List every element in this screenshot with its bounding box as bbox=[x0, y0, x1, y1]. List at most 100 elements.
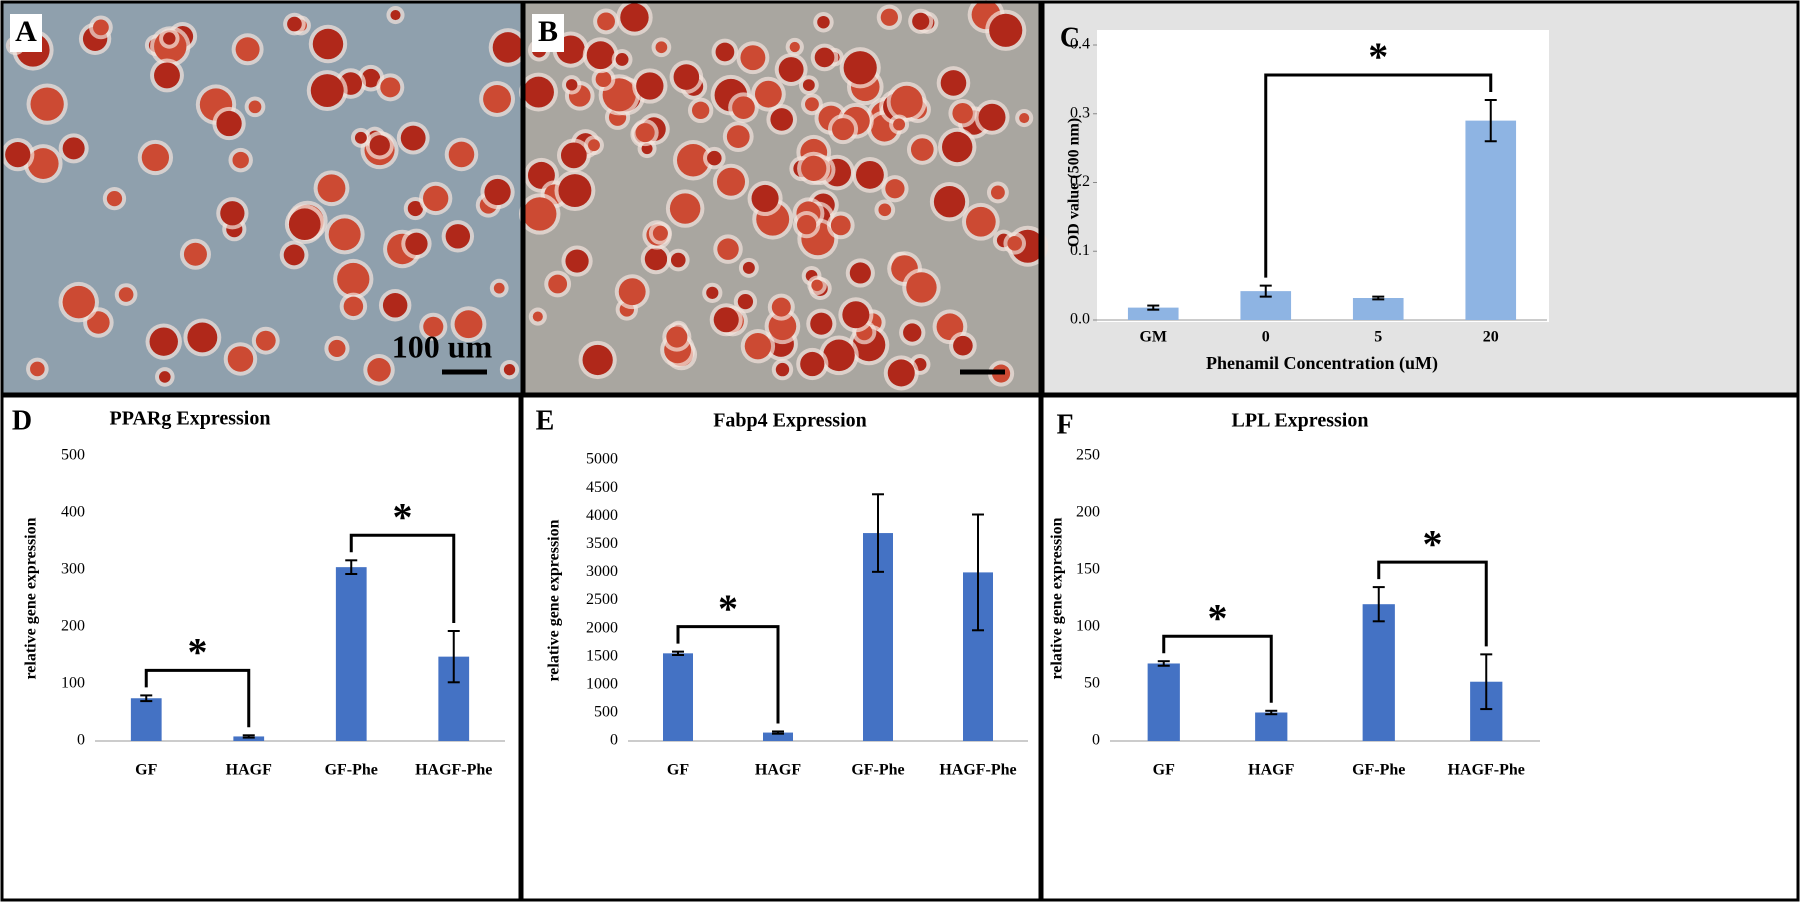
error-bar bbox=[1265, 709, 1278, 716]
cell bbox=[912, 12, 930, 30]
cell bbox=[154, 62, 180, 89]
cell bbox=[817, 15, 830, 29]
cell bbox=[676, 144, 710, 177]
cell bbox=[588, 139, 600, 152]
error-bar bbox=[1484, 99, 1497, 143]
y-tick-label: 1500 bbox=[586, 647, 618, 664]
cell bbox=[989, 13, 1023, 47]
panel-label: F bbox=[1056, 409, 1073, 440]
y-tick-label: 4000 bbox=[586, 507, 618, 524]
panel-label-bg bbox=[10, 14, 42, 52]
panel-label: E bbox=[536, 405, 555, 436]
y-tick-label: 0.2 bbox=[1070, 173, 1090, 190]
cell bbox=[990, 185, 1005, 200]
cell bbox=[448, 141, 475, 168]
cell bbox=[940, 70, 967, 96]
x-tick-label: HAGF-Phe bbox=[415, 762, 492, 779]
x-tick-label: HAGF bbox=[755, 762, 801, 779]
panel-border bbox=[1040, 394, 1800, 902]
scale-text: 100 um bbox=[392, 328, 493, 364]
y-tick-label: 0.0 bbox=[1070, 311, 1090, 328]
cell bbox=[183, 242, 207, 266]
cell bbox=[400, 125, 426, 151]
y-tick-label: 3000 bbox=[586, 563, 618, 580]
cell bbox=[227, 346, 254, 372]
cell bbox=[248, 100, 262, 114]
cell bbox=[382, 293, 408, 318]
y-tick-label: 500 bbox=[594, 704, 618, 721]
cell bbox=[288, 208, 321, 241]
x-tick-label: HAGF bbox=[226, 762, 272, 779]
y-tick-label: 5000 bbox=[586, 451, 618, 468]
cell bbox=[669, 193, 701, 224]
error-bar bbox=[1480, 653, 1493, 711]
x-tick-label: HAGF-Phe bbox=[1448, 762, 1525, 779]
cell bbox=[768, 312, 797, 341]
error-bar bbox=[1372, 586, 1385, 623]
cell bbox=[652, 225, 668, 241]
cell bbox=[620, 3, 649, 32]
panel-label-bg bbox=[532, 14, 564, 52]
y-tick-label: 0.4 bbox=[1070, 36, 1090, 53]
cell bbox=[830, 215, 851, 236]
y-tick-label: 4500 bbox=[586, 479, 618, 496]
cell bbox=[965, 206, 996, 237]
cell bbox=[27, 148, 59, 179]
cell bbox=[503, 364, 516, 376]
error-bar bbox=[242, 734, 255, 739]
cell bbox=[343, 296, 364, 317]
cell bbox=[673, 64, 700, 90]
y-tick-label: 0 bbox=[77, 732, 85, 749]
y-tick-label: 50 bbox=[1084, 675, 1100, 692]
cell bbox=[118, 287, 134, 302]
cell bbox=[726, 125, 750, 149]
cell bbox=[978, 103, 1006, 131]
cell bbox=[159, 371, 171, 383]
cell bbox=[717, 238, 739, 260]
cell bbox=[942, 131, 973, 163]
cell bbox=[831, 118, 855, 141]
cell bbox=[655, 41, 668, 54]
cell bbox=[742, 261, 755, 274]
cell bbox=[369, 135, 390, 156]
cell bbox=[635, 123, 655, 143]
y-axis-label: OD value (500 nm) bbox=[1066, 118, 1083, 247]
significance-bracket bbox=[1162, 634, 1273, 703]
y-axis-label: relative gene expression bbox=[23, 517, 40, 679]
cell bbox=[771, 297, 791, 317]
cell bbox=[62, 285, 95, 319]
cell bbox=[255, 330, 276, 351]
bar bbox=[1352, 298, 1404, 320]
significance-mark: * bbox=[1368, 34, 1388, 79]
cell bbox=[597, 12, 615, 31]
error-bar bbox=[447, 629, 460, 684]
cell bbox=[5, 141, 31, 168]
bar bbox=[763, 732, 793, 741]
x-tick-label: GF-Phe bbox=[1352, 762, 1405, 779]
x-tick-label: 0 bbox=[1262, 329, 1270, 346]
cell bbox=[532, 311, 543, 322]
panel-label: C bbox=[1060, 22, 1080, 53]
cell bbox=[337, 262, 370, 296]
cell bbox=[62, 137, 85, 160]
y-tick-label: 400 bbox=[61, 504, 85, 521]
cell bbox=[952, 102, 973, 124]
bar bbox=[1362, 604, 1395, 741]
cell bbox=[317, 174, 346, 203]
cell bbox=[558, 174, 592, 208]
bar bbox=[335, 567, 367, 741]
significance-bracket bbox=[1377, 560, 1488, 647]
cell bbox=[187, 322, 218, 353]
significance-mark: * bbox=[393, 494, 413, 539]
significance-mark: * bbox=[1423, 521, 1443, 566]
y-tick-label: 0.1 bbox=[1070, 242, 1090, 259]
cell bbox=[737, 293, 754, 310]
cell bbox=[565, 79, 578, 91]
cell bbox=[744, 333, 772, 360]
cell bbox=[361, 68, 381, 88]
x-tick-label: GF-Phe bbox=[325, 762, 378, 779]
y-tick-label: 200 bbox=[1076, 504, 1100, 521]
significance-bracket bbox=[1264, 73, 1493, 278]
cell bbox=[906, 272, 937, 303]
